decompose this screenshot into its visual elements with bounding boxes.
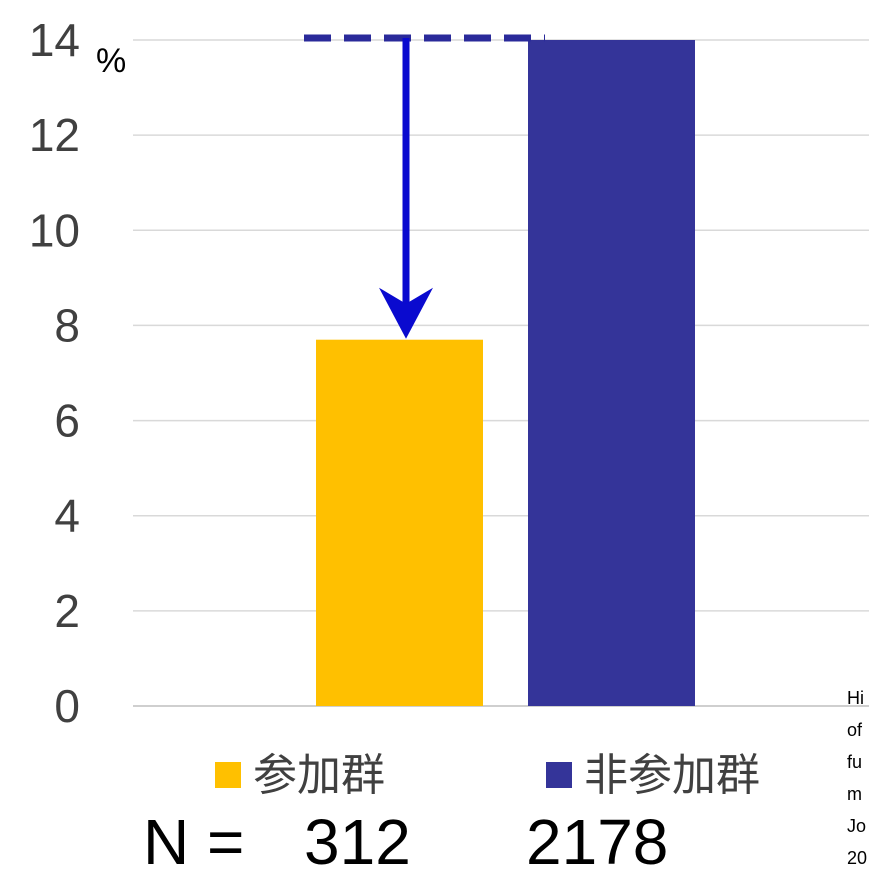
citation-line-5: Jo [847, 816, 866, 836]
bar-1 [316, 339, 483, 706]
bars [316, 40, 695, 706]
y-tick-label-12: 12 [29, 109, 80, 161]
y-tick-label-4: 4 [54, 490, 80, 542]
bar-2 [528, 40, 695, 706]
y-axis-tick-labels: 0 2 4 6 8 10 12 14 [29, 14, 80, 732]
y-axis-unit-label: % [96, 42, 126, 80]
legend-label-1: 参加群 [253, 750, 385, 801]
sample-size-value-2: 2178 [526, 806, 668, 870]
gridlines [133, 39, 869, 707]
arrow-head [379, 287, 433, 339]
citation-line-3: fu [847, 752, 862, 772]
sample-size-row: N = 312 2178 [143, 806, 668, 870]
citation-line-2: of [847, 720, 863, 740]
legend-swatch-1 [215, 762, 241, 788]
y-tick-label-8: 8 [54, 299, 80, 351]
sample-size-prefix: N = [143, 806, 244, 870]
citation-fragment: Hi of fu m Jo 20 [847, 688, 867, 868]
y-tick-label-10: 10 [29, 204, 80, 256]
legend: 参加群 非参加群 [215, 750, 760, 801]
legend-label-2: 非参加群 [584, 750, 760, 801]
citation-line-6: 20 [847, 848, 867, 868]
reduction-annotation [304, 34, 545, 339]
sample-size-value-1: 312 [304, 806, 411, 870]
y-tick-label-2: 2 [54, 585, 80, 637]
citation-line-4: m [847, 784, 862, 804]
y-tick-label-6: 6 [54, 395, 80, 447]
y-tick-label-0: 0 [54, 680, 80, 732]
y-tick-label-14: 14 [29, 14, 80, 66]
legend-swatch-2 [546, 762, 572, 788]
citation-line-1: Hi [847, 688, 864, 708]
